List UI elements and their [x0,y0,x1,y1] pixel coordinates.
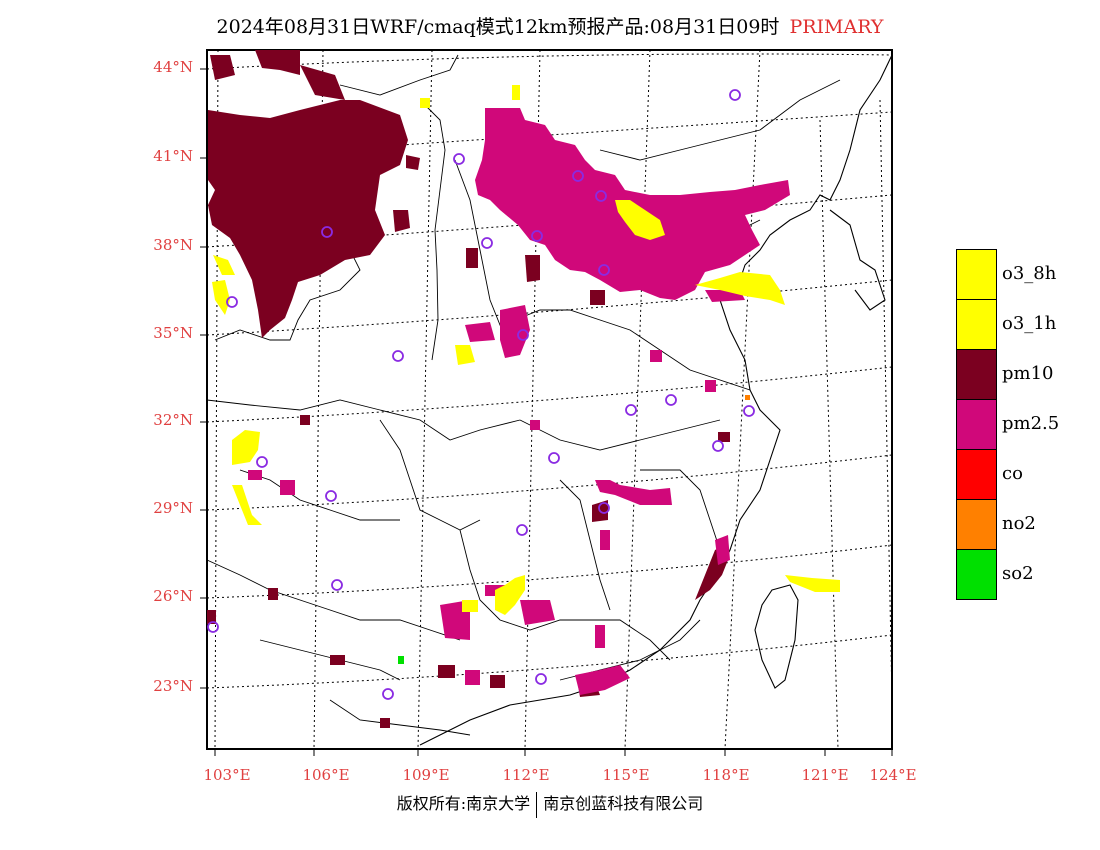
station-marker[interactable] [535,673,547,685]
lat-label-41n: 41°N [153,147,193,165]
station-marker[interactable] [712,440,724,452]
station-marker[interactable] [481,237,493,249]
legend-swatch [956,499,997,550]
copyright-footer: 版权所有:南京大学 南京创蓝科技有限公司 [0,790,1100,818]
station-marker[interactable] [665,394,677,406]
station-marker[interactable] [392,350,404,362]
legend-swatch [956,299,997,350]
title-tag: PRIMARY [789,16,884,38]
lon-label-106e: 106°E [302,766,350,784]
station-marker[interactable] [625,404,637,416]
lat-label-32n: 32°N [153,411,193,429]
axis-ticks [200,68,893,756]
lat-label-23n: 23°N [153,677,193,695]
station-markers [207,89,755,700]
station-marker[interactable] [453,153,465,165]
map-title: 2024年08月31日WRF/cmaq模式12km预报产品:08月31日09时 P… [0,12,1100,39]
station-marker[interactable] [226,296,238,308]
station-marker[interactable] [382,688,394,700]
station-marker[interactable] [207,621,219,633]
lat-label-38n: 38°N [153,236,193,254]
station-marker[interactable] [517,329,529,341]
legend-label: so2 [1002,563,1034,584]
station-marker[interactable] [531,230,543,242]
province-boundaries [206,54,841,736]
legend: o3_8h o3_1h pm10 pm2.5 co no2 so2 [956,249,1086,600]
o3-layer [212,85,840,615]
legend-swatch [956,349,997,400]
lon-label-115e: 115°E [602,766,650,784]
station-marker[interactable] [321,226,333,238]
legend-swatch [956,399,997,450]
station-marker[interactable] [572,170,584,182]
legend-swatch [956,249,997,300]
copyright-left: 版权所有:南京大学 [396,794,531,813]
legend-item-so2: so2 [956,549,1086,600]
copyright-right: 南京创蓝科技有限公司 [543,794,704,813]
station-marker[interactable] [729,89,741,101]
lat-label-29n: 29°N [153,499,193,517]
station-marker[interactable] [516,524,528,536]
station-marker[interactable] [331,579,343,591]
legend-item-pm25: pm2.5 [956,399,1086,450]
legend-swatch [956,549,997,600]
legend-label: co [1002,463,1023,484]
footer-separator [536,791,538,818]
lon-label-118e: 118°E [702,766,750,784]
legend-label: pm2.5 [1002,413,1060,434]
station-marker[interactable] [548,452,560,464]
legend-label: no2 [1002,513,1036,534]
no2-spot [745,395,750,400]
legend-item-pm10: pm10 [956,349,1086,400]
lon-label-103e: 103°E [203,766,251,784]
station-marker[interactable] [598,502,610,514]
lon-label-124e: 124°E [869,766,917,784]
lat-label-35n: 35°N [153,324,193,342]
lon-label-121e: 121°E [801,766,849,784]
legend-item-o3-1h: o3_1h [956,299,1086,350]
station-marker[interactable] [598,264,610,276]
title-main: 2024年08月31日WRF/cmaq模式12km预报产品:08月31日09时 [216,16,780,38]
legend-label: o3_1h [1002,313,1057,334]
legend-item-o3-8h: o3_8h [956,249,1086,300]
legend-label: o3_8h [1002,263,1057,284]
legend-item-no2: no2 [956,499,1086,550]
lat-label-44n: 44°N [153,58,193,76]
legend-label: pm10 [1002,363,1054,384]
legend-item-co: co [956,449,1086,500]
lon-label-109e: 109°E [402,766,450,784]
lat-label-26n: 26°N [153,587,193,605]
station-marker[interactable] [595,190,607,202]
station-marker[interactable] [325,490,337,502]
station-marker[interactable] [743,405,755,417]
so2-spot [398,656,404,664]
station-marker[interactable] [256,456,268,468]
lon-label-112e: 112°E [502,766,550,784]
legend-swatch [956,449,997,500]
